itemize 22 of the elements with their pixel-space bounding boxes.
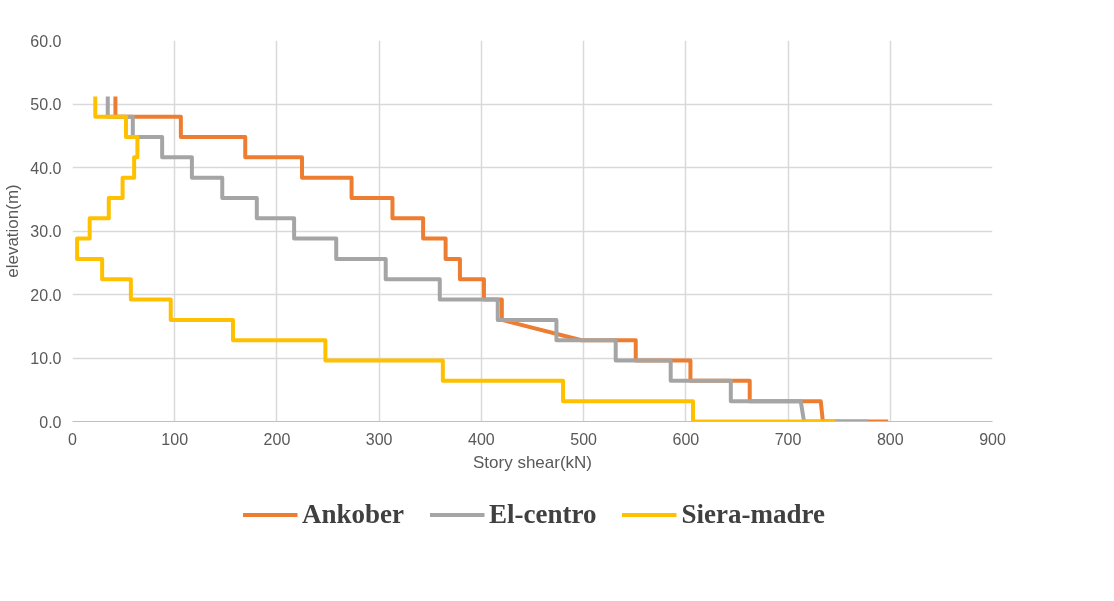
- x-tick-label: 300: [365, 430, 393, 448]
- x-tick-label: 900: [979, 430, 1006, 448]
- y-tick-label: 50.0: [30, 96, 62, 113]
- x-tick-label: 800: [876, 430, 904, 448]
- x-axis-title: Story shear(kN): [472, 452, 593, 472]
- y-tick-label: 30.0: [30, 223, 62, 240]
- y-tick-label: 40.0: [30, 159, 62, 177]
- y-tick-label: 0.0: [39, 413, 62, 431]
- x-tick-label: 500: [570, 430, 598, 448]
- x-tick-label: 600: [672, 430, 700, 448]
- x-tick-label: 700: [774, 430, 802, 448]
- y-tick-label: 60.0: [30, 32, 62, 50]
- x-tick-label: 100: [161, 430, 189, 448]
- x-tick-label: 0: [68, 430, 78, 448]
- x-tick-label: 400: [468, 430, 495, 448]
- legend-label: Siera-madre: [681, 498, 825, 530]
- y-axis-title: elevation(m): [3, 184, 23, 278]
- y-tick-label: 10.0: [30, 350, 62, 367]
- y-tick-label: 20.0: [30, 286, 62, 304]
- legend-label: Ankober: [302, 498, 405, 530]
- legend-label: El-centro: [489, 498, 597, 530]
- x-tick-label: 200: [263, 430, 291, 448]
